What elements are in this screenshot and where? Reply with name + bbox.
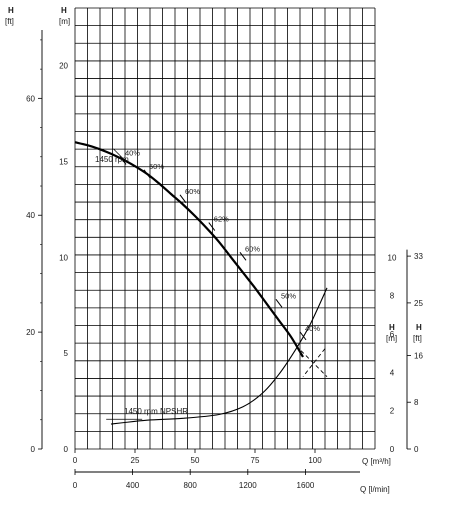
right-ft-axis-title: H <box>416 323 422 332</box>
left-ft-axis-title: H <box>8 6 14 15</box>
efficiency-label: 62% <box>214 215 229 224</box>
y-ft-tick-label: 0 <box>31 445 36 454</box>
right-m-axis-title: H <box>389 323 395 332</box>
y-right-ft-tick-label: 8 <box>414 398 419 407</box>
y-right-m-tick-label: 6 <box>390 330 395 339</box>
y-right-m-tick-label: 2 <box>390 407 395 416</box>
x-tick-label: 0 <box>73 456 78 465</box>
y-m-tick-label: 10 <box>59 253 68 262</box>
y-right-m-tick-label: 8 <box>390 292 395 301</box>
right-m-axis-unit: [m] <box>386 334 397 343</box>
y-right-ft-tick-label: 25 <box>414 299 423 308</box>
y-right-ft-tick-label: 0 <box>414 445 419 454</box>
cross-marker-line <box>300 350 328 377</box>
x-axis-title: Q [m³/h] <box>362 457 391 466</box>
x-tick-label: 75 <box>251 456 260 465</box>
y-right-ft-tick-label: 33 <box>414 252 423 261</box>
labels-layer: 1450 rpm 1450 rpm NPSHR 40% 50% 60% 62% 60% 5… <box>95 148 328 420</box>
y-ft-tick-label: 60 <box>26 94 35 103</box>
x-secondary-tick-label: 400 <box>126 481 140 490</box>
grid-layer <box>74 7 376 450</box>
left-m-axis-unit: [m] <box>59 17 70 26</box>
y-m-tick-label: 20 <box>59 62 68 71</box>
series-layer <box>74 141 328 425</box>
efficiency-tick <box>299 331 307 341</box>
x-secondary-tick-label: 800 <box>184 481 198 490</box>
y-ft-tick-label: 20 <box>26 328 35 337</box>
efficiency-label: 40% <box>125 148 140 157</box>
axes-layer: H [ft] H [m] H [m] H [ft] Q [m³/h] Q [l/… <box>5 6 423 494</box>
efficiency-tick <box>143 169 151 179</box>
y-right-m-tick-label: 4 <box>390 368 395 377</box>
efficiency-label: 40% <box>305 324 320 333</box>
y-right-m-tick-label: 10 <box>388 253 397 262</box>
efficiency-tick <box>179 194 187 204</box>
x-tick-label: 50 <box>191 456 200 465</box>
series-label-npshr: 1450 rpm NPSHR <box>124 407 188 416</box>
left-m-axis-title: H <box>61 6 67 15</box>
series-label-1450rpm: 1450 rpm <box>95 155 129 164</box>
series-head-curve-1450rpm <box>74 141 304 358</box>
x-axis-secondary-title: Q [l/min] <box>360 485 390 494</box>
cross-marker-line <box>302 348 326 377</box>
efficiency-tick <box>119 156 127 165</box>
left-ft-axis-unit: [ft] <box>5 17 14 26</box>
x-tick-label: 100 <box>308 456 322 465</box>
y-ft-tick-label: 40 <box>26 211 35 220</box>
efficiency-tick <box>239 252 247 261</box>
efficiency-tick <box>208 222 216 231</box>
efficiency-label: 60% <box>245 244 260 253</box>
efficiency-label: 50% <box>281 291 296 300</box>
x-secondary-tick-label: 0 <box>73 481 78 490</box>
series-npshr-curve <box>110 287 328 425</box>
efficiency-label: 50% <box>149 162 164 171</box>
y-m-tick-label: 15 <box>59 157 68 166</box>
x-tick-label: 25 <box>131 456 140 465</box>
right-ft-axis-unit: [ft] <box>413 334 422 343</box>
x-secondary-tick-label: 1600 <box>297 481 315 490</box>
efficiency-tick <box>275 298 283 308</box>
y-right-ft-tick-label: 16 <box>414 351 423 360</box>
y-m-tick-label: 0 <box>64 445 69 454</box>
y-m-tick-label: 5 <box>64 349 69 358</box>
efficiency-label: 60% <box>185 187 200 196</box>
series-label-leader <box>113 148 124 159</box>
y-right-m-tick-label: 0 <box>390 445 395 454</box>
x-secondary-tick-label: 1200 <box>239 481 257 490</box>
